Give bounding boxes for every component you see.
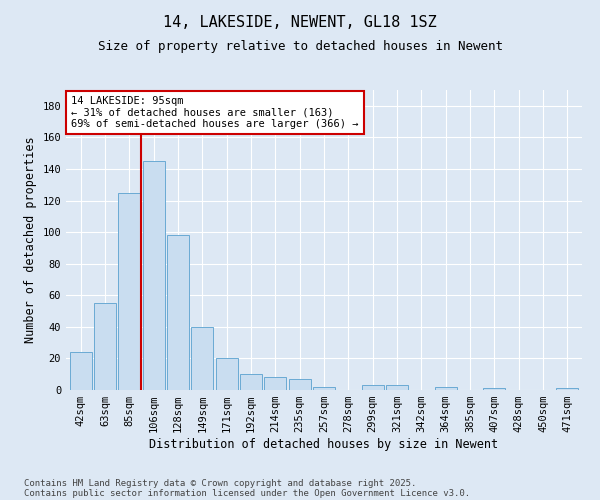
X-axis label: Distribution of detached houses by size in Newent: Distribution of detached houses by size …: [149, 438, 499, 451]
Bar: [143, 161, 164, 390]
Bar: [167, 236, 189, 390]
Bar: [556, 388, 578, 390]
Bar: [435, 387, 457, 390]
Bar: [289, 379, 311, 390]
Text: 14, LAKESIDE, NEWENT, GL18 1SZ: 14, LAKESIDE, NEWENT, GL18 1SZ: [163, 15, 437, 30]
Bar: [240, 374, 262, 390]
Bar: [484, 388, 505, 390]
Text: 14 LAKESIDE: 95sqm
← 31% of detached houses are smaller (163)
69% of semi-detach: 14 LAKESIDE: 95sqm ← 31% of detached hou…: [71, 96, 359, 129]
Y-axis label: Number of detached properties: Number of detached properties: [24, 136, 37, 344]
Text: Contains public sector information licensed under the Open Government Licence v3: Contains public sector information licen…: [24, 488, 470, 498]
Bar: [94, 303, 116, 390]
Bar: [118, 192, 140, 390]
Bar: [70, 352, 92, 390]
Bar: [362, 386, 383, 390]
Bar: [386, 386, 408, 390]
Bar: [191, 327, 213, 390]
Bar: [313, 387, 335, 390]
Bar: [265, 378, 286, 390]
Text: Contains HM Land Registry data © Crown copyright and database right 2025.: Contains HM Land Registry data © Crown c…: [24, 478, 416, 488]
Text: Size of property relative to detached houses in Newent: Size of property relative to detached ho…: [97, 40, 503, 53]
Bar: [215, 358, 238, 390]
